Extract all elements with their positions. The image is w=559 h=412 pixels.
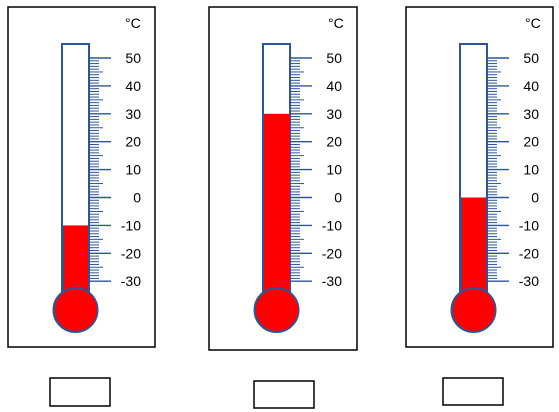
thermometer-3: °C 50 40 30 20 10 0 -10 -20 -30 — [405, 6, 554, 406]
thermometer-2-answer-box[interactable] — [253, 380, 315, 409]
thermometer-3-label-10: 10 — [523, 162, 539, 178]
thermometer-1-scale-ticks — [89, 57, 111, 282]
thermometer-3-label-0: 0 — [531, 190, 539, 206]
thermometer-1-label-20: 20 — [125, 134, 141, 150]
thermometer-2-unit-label: °C — [328, 15, 344, 31]
thermometer-3-label-20: 20 — [523, 134, 539, 150]
thermometer-3-unit-label: °C — [525, 15, 541, 31]
thermometer-1-answer-box[interactable] — [49, 377, 111, 407]
thermometer-1-label-30: 30 — [125, 106, 141, 122]
thermometer-1-bulb — [52, 287, 99, 333]
thermometer-2-label-m30: -30 — [322, 273, 342, 289]
thermometer-2-label-40: 40 — [326, 78, 342, 94]
thermometer-1-label-40: 40 — [125, 78, 141, 94]
thermometer-1-label-0: 0 — [133, 190, 141, 206]
thermometer-3-label-m10: -10 — [519, 217, 539, 233]
thermometer-2-label-10: 10 — [326, 162, 342, 178]
thermometer-3-label-m30: -30 — [519, 273, 539, 289]
thermometer-1-scale-labels: 50 40 30 20 10 0 -10 -20 -30 — [121, 50, 141, 289]
thermometer-1-unit-label: °C — [125, 15, 141, 31]
thermometer-3-scale-ticks — [487, 57, 509, 282]
thermometer-2-label-20: 20 — [326, 134, 342, 150]
thermometer-2-liquid — [264, 113, 289, 304]
thermometer-2-label-30: 30 — [326, 106, 342, 122]
thermometer-1: °C 50 40 30 20 10 0 -10 -20 -30 — [7, 6, 156, 407]
thermometer-2-scale-ticks — [290, 57, 312, 282]
thermometer-2-bulb — [253, 287, 300, 333]
thermometer-3-scale-labels: 50 40 30 20 10 0 -10 -20 -30 — [519, 50, 539, 289]
thermometer-1-label-m20: -20 — [121, 245, 141, 261]
thermometer-3-label-30: 30 — [523, 106, 539, 122]
thermometer-2-label-m20: -20 — [322, 245, 342, 261]
thermometer-2-scale-labels: 50 40 30 20 10 0 -10 -20 -30 — [322, 50, 342, 289]
thermometer-2: °C 50 40 30 20 10 0 -10 -20 -30 — [208, 6, 358, 409]
thermometer-1-label-m10: -10 — [121, 217, 141, 233]
thermometer-3-answer-box[interactable] — [442, 377, 504, 406]
thermometer-3-label-50: 50 — [523, 50, 539, 66]
thermometer-2-label-m10: -10 — [322, 217, 342, 233]
thermometer-3-label-m20: -20 — [519, 245, 539, 261]
thermometer-2-label-0: 0 — [334, 190, 342, 206]
thermometer-3-label-40: 40 — [523, 78, 539, 94]
thermometer-3-liquid — [461, 197, 486, 304]
thermometer-1-label-m30: -30 — [121, 273, 141, 289]
thermometer-1-label-50: 50 — [125, 50, 141, 66]
thermometer-2-label-50: 50 — [326, 50, 342, 66]
thermometer-3-bulb — [450, 287, 497, 333]
thermometer-1-label-10: 10 — [125, 162, 141, 178]
